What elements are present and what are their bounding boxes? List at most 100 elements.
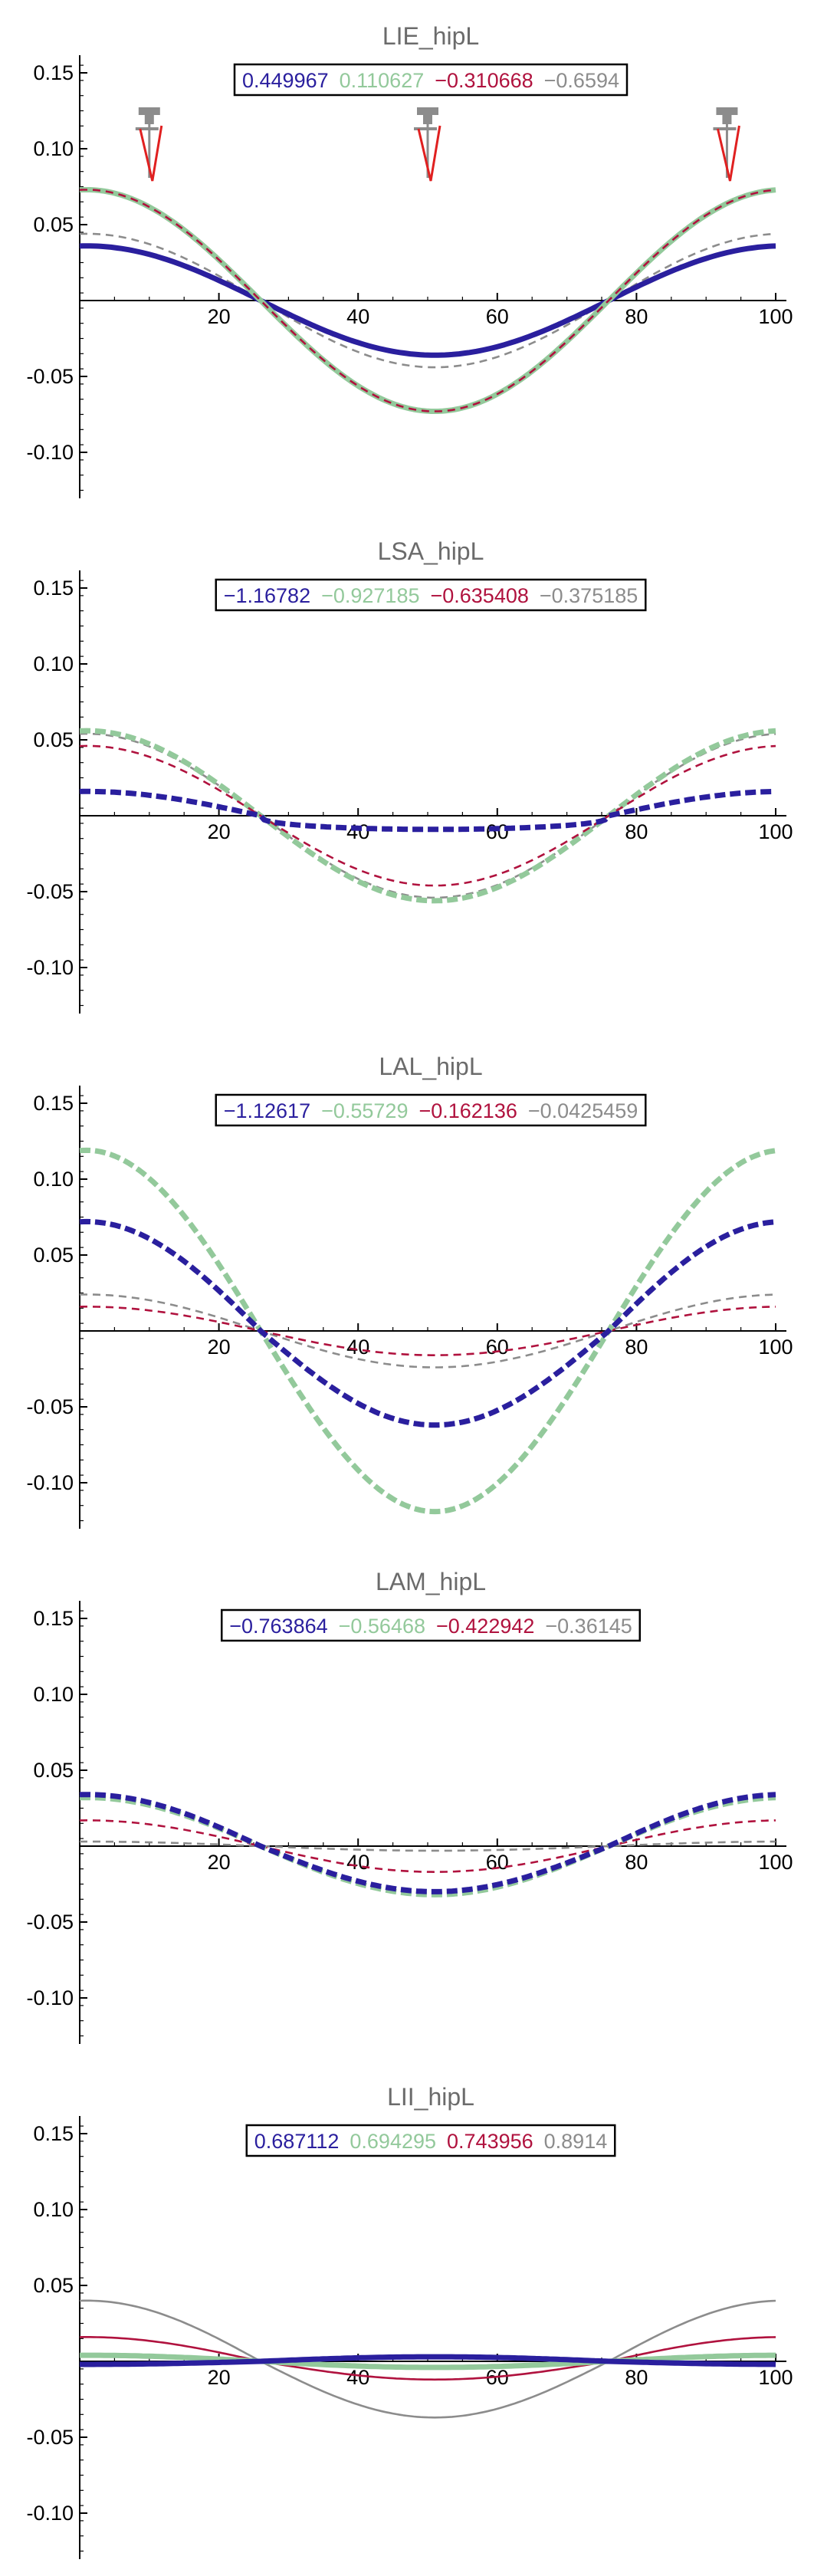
legend-value-2: −0.927185 [321, 584, 419, 607]
x-tick-label: 80 [625, 2366, 648, 2389]
figure-pelvis [417, 107, 438, 115]
series-line-1 [80, 1840, 776, 1852]
series-line-3 [79, 744, 776, 887]
series-line-4 [79, 1218, 776, 1428]
walking-figure-icon [713, 107, 740, 182]
y-tick-label: 0.10 [33, 652, 74, 675]
y-tick-label: -0.05 [26, 880, 74, 903]
x-tick-label: 100 [758, 820, 793, 843]
y-tick-label: -0.05 [26, 2426, 74, 2449]
legend-value-4: −0.0425459 [528, 1099, 638, 1122]
legend-value-1: −1.16782 [224, 584, 310, 607]
series-line-2 [79, 728, 776, 904]
chart-title: LAM_hipL [376, 1568, 486, 1595]
x-tick-label: 60 [486, 1336, 509, 1359]
x-tick-label: 100 [758, 1336, 793, 1359]
y-tick-label: 0.15 [33, 1607, 74, 1630]
legend-value-2: 0.110627 [340, 69, 425, 92]
x-tick-label: 40 [346, 305, 369, 328]
legend-value-1: −0.763864 [229, 1615, 327, 1638]
x-tick-label: 20 [208, 1851, 231, 1874]
chart-title: LAL_hipL [379, 1053, 482, 1080]
x-tick-label: 60 [486, 1851, 509, 1874]
x-tick-label: 80 [625, 820, 648, 843]
x-tick-label: 20 [208, 820, 231, 843]
legend: −1.12617 −0.55729 −0.162136 −0.0425459 [215, 1093, 647, 1127]
figure-pelvis [138, 107, 160, 115]
legend: −1.16782 −0.927185 −0.635408 −0.375185 [215, 578, 647, 612]
y-tick-label: 0.15 [33, 61, 74, 84]
legend-value-2: −0.56468 [339, 1615, 425, 1638]
figure-swing-leg [417, 125, 441, 182]
series-line-3 [79, 1147, 776, 1515]
legend-value-2: −0.55729 [321, 1099, 408, 1122]
legend-value-1: −1.12617 [224, 1099, 310, 1122]
series-line-4 [79, 1792, 776, 1894]
chart-panel-4: LAM_hipL −0.763864 −0.56468 −0.422942 −0.361… [26, 1568, 793, 2044]
legend-value-1: 0.687112 [254, 2130, 340, 2153]
figure-hip [722, 115, 732, 124]
chart-panel-3: LAL_hipL −1.12617 −0.55729 −0.162136 −0.0425… [26, 1053, 793, 1529]
chart-title: LII_hipL [387, 2083, 474, 2111]
x-tick-label: 60 [486, 305, 509, 328]
legend-value-1: 0.449967 [242, 69, 329, 92]
x-tick-label: 20 [208, 1336, 231, 1359]
legend: −0.763864 −0.56468 −0.422942 −0.36145 [220, 1608, 642, 1642]
y-tick-label: -0.10 [26, 1986, 74, 2009]
y-tick-label: 0.05 [33, 728, 74, 751]
legend-value-4: −0.375185 [540, 584, 638, 607]
series-line-2 [80, 1819, 776, 1873]
series-line-2 [79, 243, 776, 358]
figure-hip [423, 115, 432, 124]
series-line-2 [79, 1306, 776, 1356]
y-tick-label: -0.10 [26, 441, 74, 464]
y-tick-label: 0.15 [33, 2122, 74, 2145]
chart-panel-2: LSA_hipL −1.16782 −0.927185 −0.635408 −0.375… [26, 537, 793, 1014]
series-line-3 [80, 2352, 776, 2371]
x-tick-label: 40 [346, 1336, 369, 1359]
legend-value-3: −0.635408 [430, 584, 528, 607]
series-line-1 [79, 2299, 776, 2419]
figure-swing-leg [139, 125, 163, 182]
legend-box [215, 578, 647, 612]
legend-box [215, 1093, 647, 1127]
y-tick-label: -0.10 [26, 2502, 74, 2525]
chart-title: LIE_hipL [382, 22, 479, 50]
legend-value-3: −0.422942 [436, 1615, 534, 1638]
y-tick-label: 0.10 [33, 137, 74, 160]
x-tick-label: 20 [208, 305, 231, 328]
x-tick-label: 20 [208, 2366, 231, 2389]
legend-value-2: 0.694295 [350, 2130, 436, 2153]
series-line-4 [79, 189, 776, 412]
legend: 0.449967 0.110627 −0.310668 −0.6594 [233, 63, 629, 97]
y-tick-label: -0.05 [26, 365, 74, 388]
series-line-1 [79, 1293, 776, 1368]
y-tick-label: 0.05 [33, 213, 74, 236]
y-tick-label: 0.05 [33, 1244, 74, 1267]
legend-box [233, 63, 629, 97]
y-tick-label: 0.10 [33, 1683, 74, 1706]
series-line-4 [80, 2354, 776, 2367]
legend-value-3: 0.743956 [447, 2130, 533, 2153]
x-tick-label: 40 [346, 2366, 369, 2389]
y-tick-label: -0.10 [26, 956, 74, 979]
x-tick-label: 100 [758, 305, 793, 328]
legend-value-4: −0.6594 [544, 69, 619, 92]
walking-figure-icon [414, 107, 441, 182]
x-tick-label: 40 [346, 1851, 369, 1874]
y-tick-label: -0.05 [26, 1911, 74, 1934]
x-tick-label: 40 [346, 820, 369, 843]
y-tick-label: 0.10 [33, 1168, 74, 1191]
legend-value-3: −0.162136 [418, 1099, 517, 1122]
series-line-2 [79, 2336, 776, 2381]
y-tick-label: 0.15 [33, 1092, 74, 1115]
chart-panel-1: LIE_hipL 0.449967 0.110627 −0.310668 −0.6594… [26, 22, 793, 498]
legend: 0.687112 0.694295 0.743956 0.8914 [245, 2124, 616, 2157]
y-tick-label: 0.05 [33, 2274, 74, 2297]
x-tick-label: 60 [486, 820, 509, 843]
walking-figure-icon [135, 107, 163, 182]
legend-value-3: −0.310668 [435, 69, 533, 92]
chart-title: LSA_hipL [378, 537, 484, 565]
x-tick-label: 100 [758, 1851, 793, 1874]
